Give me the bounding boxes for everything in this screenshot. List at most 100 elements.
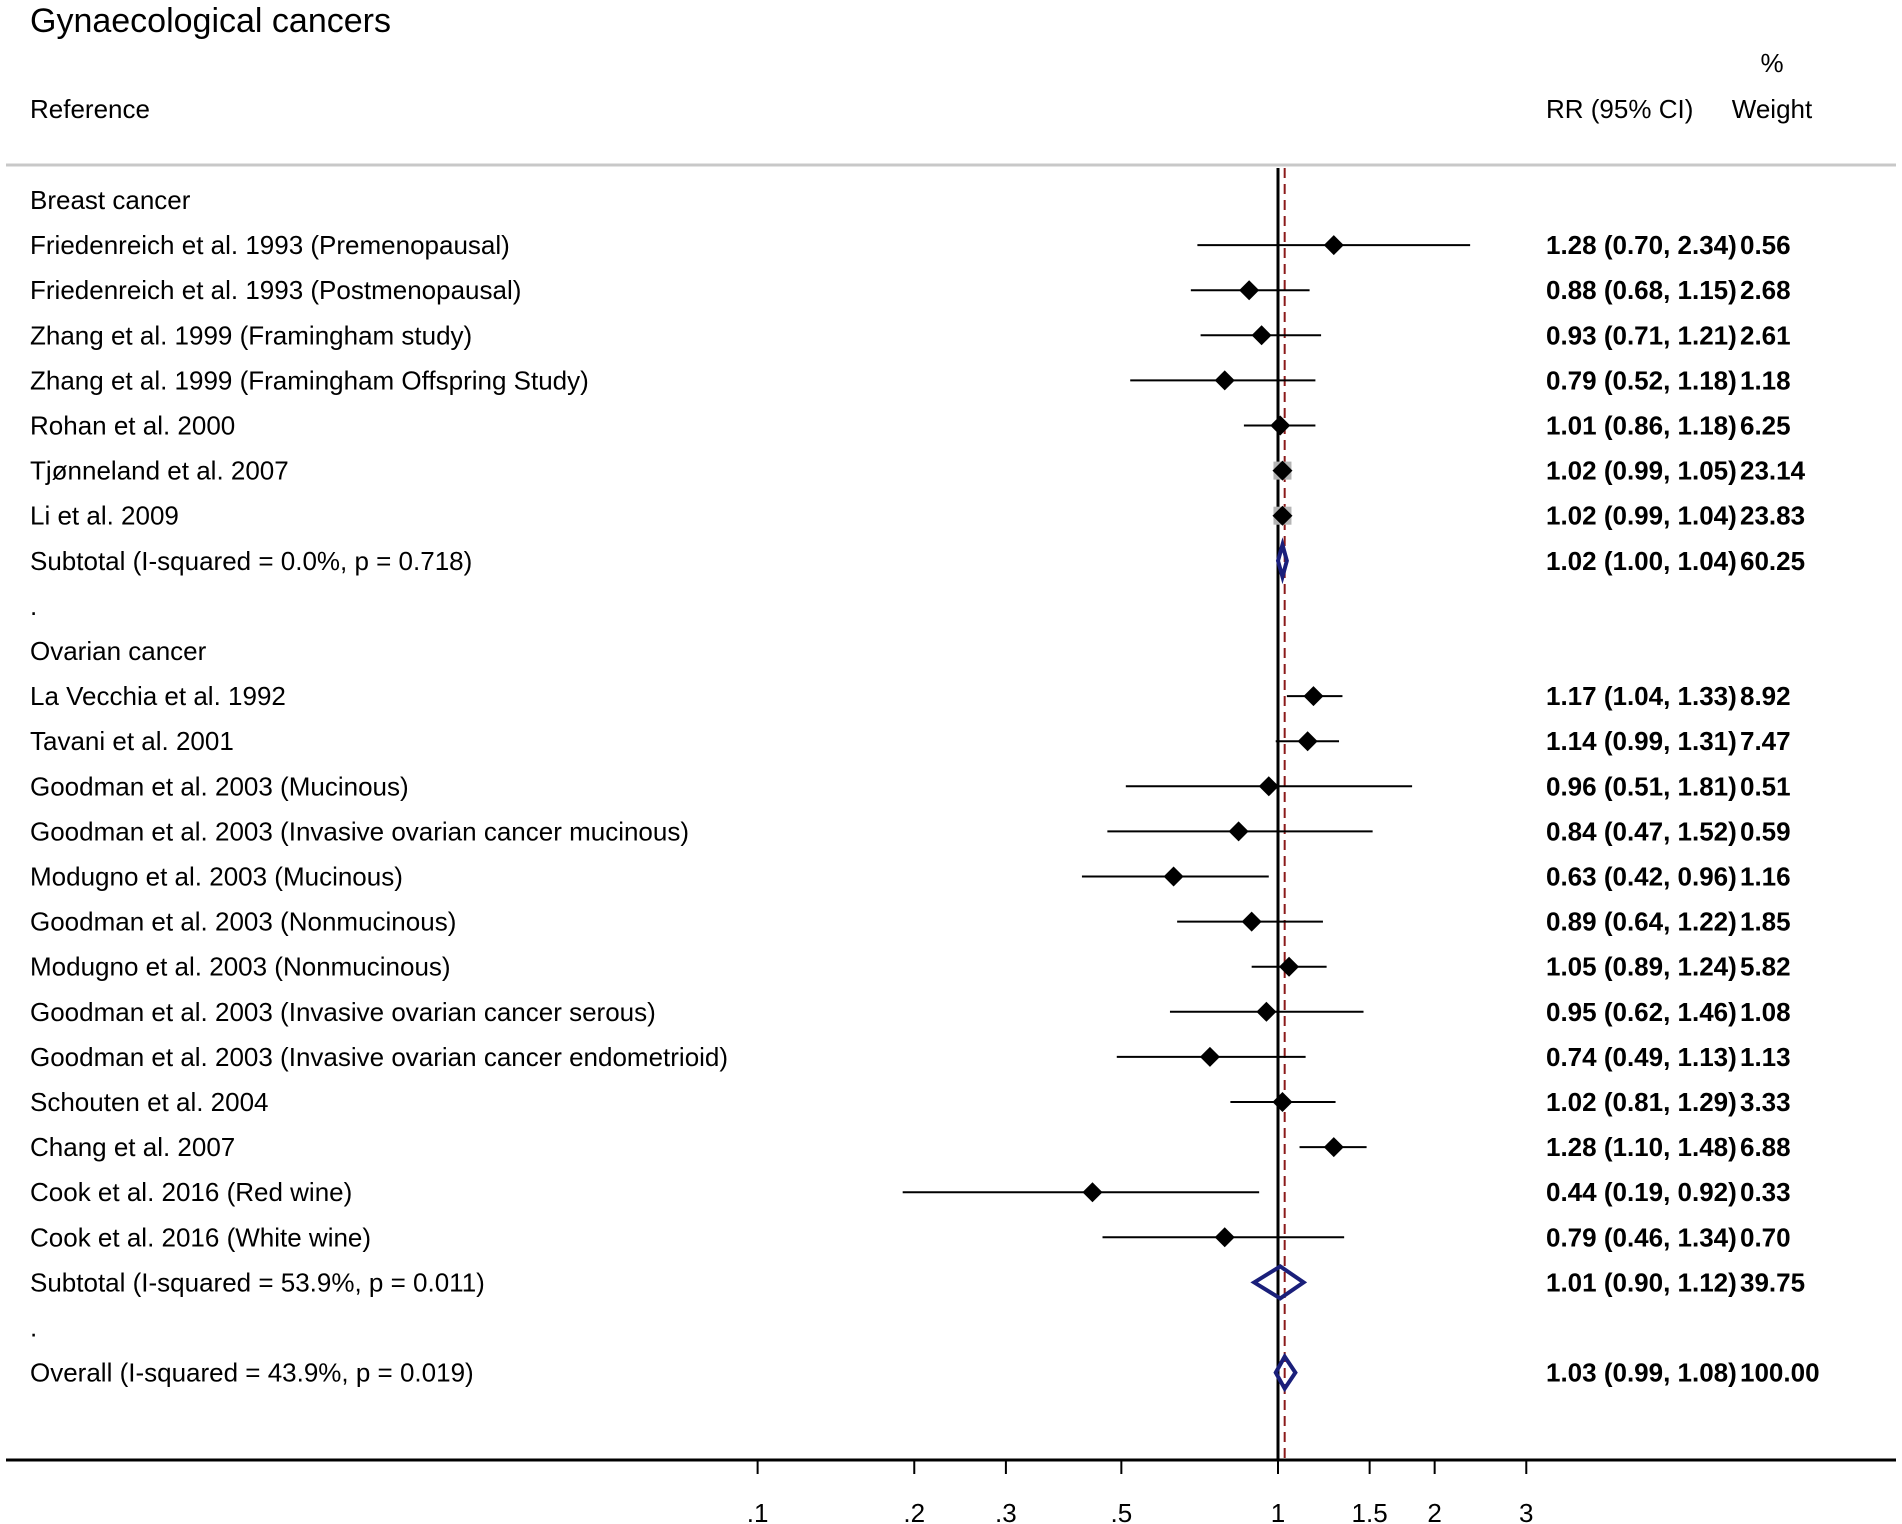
x-tick-label: .1 (747, 1498, 769, 1524)
study-label: Goodman et al. 2003 (Nonmucinous) (30, 907, 456, 937)
point-estimate-marker (1228, 821, 1249, 842)
x-tick-label: 2 (1427, 1498, 1441, 1524)
x-tick-label: .5 (1111, 1498, 1133, 1524)
weight-value: 23.83 (1740, 501, 1805, 531)
study-label: Modugno et al. 2003 (Nonmucinous) (30, 952, 451, 982)
weight-value: 3.33 (1740, 1087, 1791, 1117)
effect-ci-value: 0.88 (0.68, 1.15) (1546, 275, 1737, 305)
effect-ci-value: 1.17 (1.04, 1.33) (1546, 681, 1737, 711)
study-label: Tjønneland et al. 2007 (30, 456, 289, 486)
study-label: Friedenreich et al. 1993 (Postmenopausal… (30, 275, 521, 305)
point-estimate-marker (1272, 1092, 1293, 1112)
weight-value: 1.16 (1740, 862, 1791, 892)
point-estimate-marker (1214, 370, 1235, 391)
point-estimate-marker (1279, 956, 1300, 977)
study-label: Li et al. 2009 (30, 501, 179, 531)
study-label: Cook et al. 2016 (Red wine) (30, 1177, 352, 1207)
x-tick-label: 1.5 (1352, 1498, 1388, 1524)
weight-value: 0.51 (1740, 771, 1791, 801)
study-label: Rohan et al. 2000 (30, 411, 235, 441)
point-estimate-marker (1258, 776, 1279, 797)
effect-ci-value: 0.44 (0.19, 0.92) (1546, 1177, 1737, 1207)
effect-ci-value: 0.96 (0.51, 1.81) (1546, 771, 1737, 801)
weight-value: 8.92 (1740, 681, 1791, 711)
study-label: Goodman et al. 2003 (Invasive ovarian ca… (30, 816, 689, 846)
effect-ci-value: 1.14 (0.99, 1.31) (1546, 726, 1737, 756)
weight-header-percent: % (1760, 48, 1783, 78)
chart-title: Gynaecological cancers (30, 2, 391, 40)
summary-diamond (1273, 1352, 1298, 1393)
group-header: Ovarian cancer (30, 636, 207, 666)
point-estimate-marker (1303, 686, 1324, 707)
effect-ci-value: 1.02 (0.99, 1.05) (1546, 456, 1737, 486)
subtotal-label: Subtotal (I-squared = 0.0%, p = 0.718) (30, 546, 472, 576)
point-estimate-marker (1272, 505, 1293, 526)
effect-ci-value: 1.02 (0.99, 1.04) (1546, 501, 1737, 531)
effect-ci-value: 0.63 (0.42, 0.96) (1546, 862, 1737, 892)
weight-value: 5.82 (1740, 952, 1791, 982)
point-estimate-marker (1297, 731, 1318, 752)
x-tick-label: 1 (1271, 1498, 1285, 1524)
effect-ci-value: 1.02 (0.81, 1.29) (1546, 1087, 1737, 1117)
effect-ci-value: 1.28 (1.10, 1.48) (1546, 1132, 1737, 1162)
effect-ci-value: 0.95 (0.62, 1.46) (1546, 997, 1737, 1027)
effect-ci-value: 1.05 (0.89, 1.24) (1546, 952, 1737, 982)
effect-column-header: RR (95% CI) (1546, 94, 1693, 124)
spacer-dot: . (30, 1313, 37, 1343)
x-tick-label: .2 (903, 1498, 925, 1524)
study-label: La Vecchia et al. 1992 (30, 681, 286, 711)
spacer-dot: . (30, 591, 37, 621)
point-estimate-marker (1323, 235, 1344, 256)
weight-value: 6.25 (1740, 411, 1791, 441)
effect-ci-value: 0.93 (0.71, 1.21) (1546, 320, 1737, 350)
weight-value: 1.08 (1740, 997, 1791, 1027)
effect-ci-value: 1.01 (0.90, 1.12) (1546, 1267, 1737, 1297)
point-estimate-marker (1272, 460, 1293, 481)
subtotal-label: Subtotal (I-squared = 53.9%, p = 0.011) (30, 1267, 485, 1297)
weight-value: 7.47 (1740, 726, 1791, 756)
study-label: Goodman et al. 2003 (Invasive ovarian ca… (30, 1042, 728, 1072)
weight-value: 1.85 (1740, 907, 1791, 937)
x-tick-label: 3 (1519, 1498, 1533, 1524)
weight-value: 1.18 (1740, 365, 1791, 395)
effect-ci-value: 0.79 (0.46, 1.34) (1546, 1222, 1737, 1252)
point-estimate-marker (1163, 866, 1184, 887)
weight-value: 39.75 (1740, 1267, 1805, 1297)
weight-value: 23.14 (1740, 456, 1806, 486)
study-label: Zhang et al. 1999 (Framingham Offspring … (30, 365, 589, 395)
weight-value: 0.70 (1740, 1222, 1791, 1252)
point-estimate-marker (1251, 325, 1272, 346)
overall-label: Overall (I-squared = 43.9%, p = 0.019) (30, 1358, 474, 1388)
effect-ci-value: 0.79 (0.52, 1.18) (1546, 365, 1737, 395)
x-tick-label: .3 (995, 1498, 1017, 1524)
weight-column-header: Weight (1732, 94, 1813, 124)
point-estimate-marker (1082, 1182, 1103, 1203)
study-label: Schouten et al. 2004 (30, 1087, 269, 1117)
weight-value: 0.59 (1740, 816, 1791, 846)
plot-layer: Breast cancer Friedenreich et al. 1993 (P… (6, 168, 1896, 1524)
effect-ci-value: 1.01 (0.86, 1.18) (1546, 411, 1737, 441)
weight-value: 2.68 (1740, 275, 1791, 305)
summary-diamond (1250, 1264, 1308, 1301)
study-label: Friedenreich et al. 1993 (Premenopausal) (30, 230, 510, 260)
point-estimate-marker (1323, 1137, 1344, 1158)
weight-value: 0.56 (1740, 230, 1791, 260)
point-estimate-marker (1239, 280, 1260, 301)
point-estimate-marker (1270, 415, 1291, 436)
reference-column-header: Reference (30, 94, 150, 124)
effect-ci-value: 0.89 (0.64, 1.22) (1546, 907, 1737, 937)
weight-value: 2.61 (1740, 320, 1791, 350)
weight-value: 6.88 (1740, 1132, 1791, 1162)
point-estimate-marker (1241, 911, 1262, 932)
point-estimate-marker (1199, 1046, 1220, 1067)
study-label: Goodman et al. 2003 (Invasive ovarian ca… (30, 997, 656, 1027)
study-label: Tavani et al. 2001 (30, 726, 234, 756)
group-header: Breast cancer (30, 185, 191, 215)
study-label: Zhang et al. 1999 (Framingham study) (30, 320, 472, 350)
effect-ci-value: 1.02 (1.00, 1.04) (1546, 546, 1737, 576)
weight-value: 1.13 (1740, 1042, 1791, 1072)
weight-value: 60.25 (1740, 546, 1805, 576)
effect-ci-value: 1.03 (0.99, 1.08) (1546, 1358, 1737, 1388)
study-label: Cook et al. 2016 (White wine) (30, 1222, 371, 1252)
